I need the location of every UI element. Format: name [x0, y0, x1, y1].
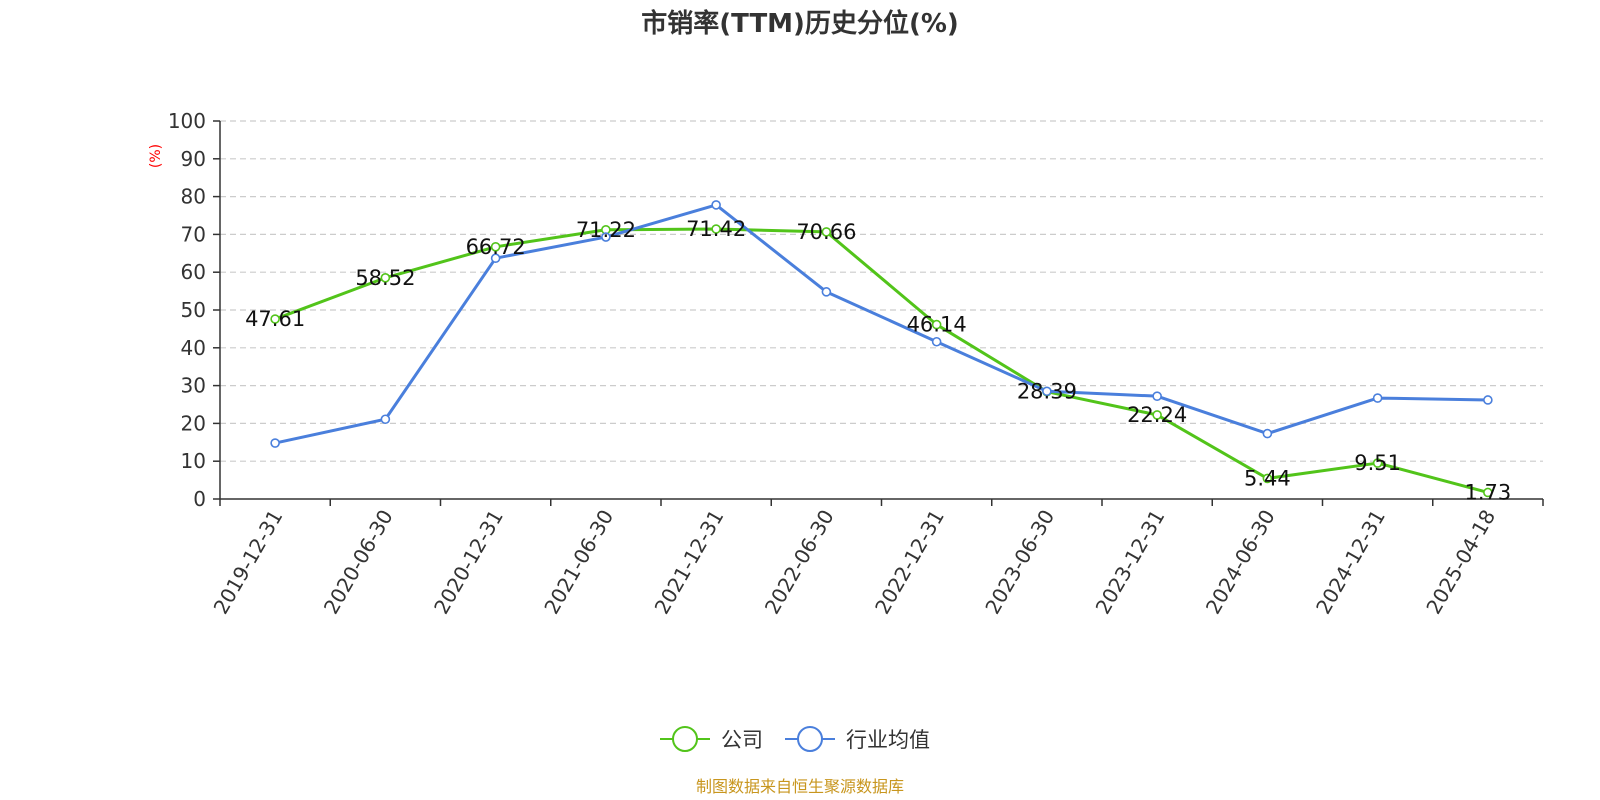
data-label: 70.66: [796, 220, 856, 244]
y-tick-label: 40: [181, 336, 206, 360]
data-label: 71.42: [686, 217, 746, 241]
series-point: [1152, 391, 1162, 401]
series-point: [1042, 386, 1052, 397]
data-label: 28.39: [1017, 380, 1077, 404]
y-tick-labels: 0 10 20 30 40 50 60 70 80 90 100: [168, 109, 206, 511]
x-tick-label: 2020-12-31: [429, 506, 508, 619]
series-point: [1152, 410, 1162, 420]
legend-label: 行业均值: [846, 728, 930, 752]
series-point: [821, 287, 832, 297]
data-label: 5.44: [1244, 466, 1291, 490]
series-point: [490, 241, 501, 252]
series-point: [1262, 428, 1273, 439]
legend-marker: [797, 726, 823, 752]
y-tick-label: 80: [181, 185, 206, 209]
series-point: [601, 232, 611, 242]
x-tick-label: 2019-12-31: [209, 506, 288, 619]
series-point: [931, 336, 942, 347]
series-line-0: [274, 227, 1489, 494]
y-tick-label: 10: [181, 449, 206, 473]
series-line-1: [274, 203, 1488, 445]
series-point: [1372, 458, 1383, 468]
data-label: 58.52: [355, 266, 415, 290]
y-tick-label: 50: [181, 298, 206, 322]
series-point: [490, 253, 501, 264]
series-point: [380, 414, 391, 425]
y-tick-label: 20: [181, 411, 206, 435]
x-tick-label: 2024-06-30: [1201, 506, 1280, 619]
data-label: 1.73: [1464, 480, 1511, 504]
y-tick-label: 100: [168, 109, 206, 133]
data-labels: 47.61 58.52 66.72 71.22 71.42 70.66 46.14 28.39…: [245, 217, 1511, 504]
y-tick-label: 0: [193, 487, 206, 511]
series-point: [931, 319, 942, 330]
legend-label: 公司: [721, 728, 763, 752]
x-tick-label: 2023-06-30: [980, 506, 1059, 619]
series-point: [380, 272, 391, 283]
x-tick-label: 2025-04-18: [1421, 506, 1500, 619]
series-point: [270, 314, 280, 324]
grid-lines: [220, 120, 1543, 462]
source-credit: 制图数据来自恒生聚源数据库: [696, 777, 904, 796]
data-label: 46.14: [907, 313, 967, 337]
legend-marker: [672, 726, 698, 752]
series-point: [711, 224, 721, 234]
chart-title: 市销率(TTM)历史分位(%): [641, 8, 959, 39]
x-tick-label: 2024-12-31: [1311, 506, 1390, 619]
x-tick-label: 2021-06-30: [539, 506, 618, 619]
legend[interactable]: 公司 行业均值: [660, 726, 930, 752]
y-axis-unit: (%): [148, 144, 164, 168]
x-tick-label: 2022-06-30: [760, 506, 839, 619]
y-tick-label: 60: [181, 260, 206, 284]
series-point: [1483, 395, 1493, 405]
x-tick-label: 2021-12-31: [650, 506, 729, 619]
series-point: [270, 438, 280, 448]
y-tick-label: 90: [181, 147, 206, 171]
y-tick-label: 70: [181, 222, 206, 246]
data-label: 71.22: [576, 218, 636, 242]
series-point: [821, 227, 832, 237]
y-tick-label: 30: [181, 374, 206, 398]
data-label: 47.61: [245, 307, 305, 331]
series-lines: [270, 200, 1493, 498]
data-label: 22.24: [1127, 403, 1187, 427]
series-point: [1372, 393, 1383, 403]
data-label: 66.72: [466, 235, 526, 259]
series-point: [1262, 473, 1273, 484]
x-tick-labels: 2019-12-31 2020-06-30 2020-12-31 2021-06-30…: [209, 506, 1501, 619]
axes: [213, 120, 1544, 506]
x-tick-label: 2022-12-31: [870, 506, 949, 619]
x-tick-label: 2023-12-31: [1091, 506, 1170, 619]
data-label: 9.51: [1354, 451, 1401, 475]
series-point: [1483, 487, 1493, 498]
x-tick-label: 2020-06-30: [319, 506, 398, 619]
series-point: [711, 200, 721, 210]
